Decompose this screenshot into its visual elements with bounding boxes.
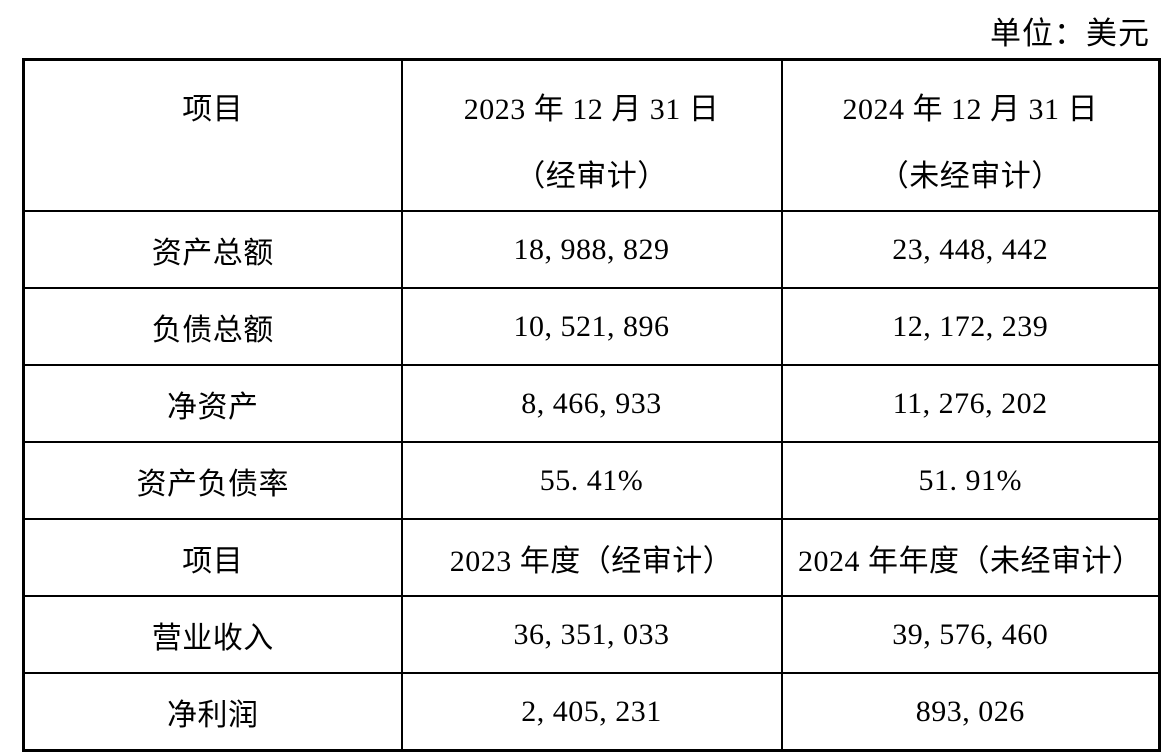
table-header-row: 项目 2023 年 12 月 31 日 （经审计） 2024 年 12 月 31…: [22, 58, 1161, 212]
header-2024-date: 2024 年 12 月 31 日: [842, 93, 1098, 126]
table-row-total-assets: 资产总额 18, 988, 829 23, 448, 442: [22, 210, 1161, 289]
row-value-2024: 39, 576, 460: [780, 595, 1161, 674]
table-row-operating-revenue: 营业收入 36, 351, 033 39, 576, 460: [22, 595, 1161, 674]
financial-summary-table: 项目 2023 年 12 月 31 日 （经审计） 2024 年 12 月 31…: [22, 58, 1161, 752]
row-label: 净资产: [22, 364, 403, 443]
row-value-2023: 10, 521, 896: [400, 287, 783, 366]
row-value-2024: 23, 448, 442: [780, 210, 1161, 289]
table-row-total-liabilities: 负债总额 10, 521, 896 12, 172, 239: [22, 287, 1161, 366]
row-value-2023: 2, 405, 231: [400, 672, 783, 752]
row-label: 净利润: [22, 672, 403, 752]
table-row-period-header: 项目 2023 年度（经审计） 2024 年年度（未经审计）: [22, 518, 1161, 597]
header-item-label: 项目: [182, 93, 244, 126]
table-row-debt-ratio: 资产负债率 55. 41% 51. 91%: [22, 441, 1161, 520]
row-value-2023: 2023 年度（经审计）: [400, 518, 783, 597]
table-row-net-profit: 净利润 2, 405, 231 893, 026: [22, 672, 1161, 752]
header-2024-unaudited: （未经审计）: [878, 160, 1062, 193]
table-row-net-assets: 净资产 8, 466, 933 11, 276, 202: [22, 364, 1161, 443]
header-2023-date: 2023 年 12 月 31 日: [463, 93, 720, 126]
row-value-2024: 51. 91%: [780, 441, 1161, 520]
row-value-2023: 55. 41%: [400, 441, 783, 520]
header-cell-item: 项目: [22, 58, 403, 212]
row-value-2024: 893, 026: [780, 672, 1161, 752]
header-cell-2023: 2023 年 12 月 31 日 （经审计）: [400, 58, 783, 212]
row-label: 营业收入: [22, 595, 403, 674]
row-value-2023: 18, 988, 829: [400, 210, 783, 289]
row-value-2023: 36, 351, 033: [400, 595, 783, 674]
row-value-2023: 8, 466, 933: [400, 364, 783, 443]
row-value-2024: 12, 172, 239: [780, 287, 1161, 366]
row-label: 资产总额: [22, 210, 403, 289]
row-value-2024: 11, 276, 202: [780, 364, 1161, 443]
header-2023-audited: （经审计）: [515, 160, 668, 193]
header-cell-2024: 2024 年 12 月 31 日 （未经审计）: [780, 58, 1161, 212]
unit-label: 单位：美元: [990, 16, 1150, 51]
row-label: 项目: [22, 518, 403, 597]
row-label: 负债总额: [22, 287, 403, 366]
row-value-2024: 2024 年年度（未经审计）: [780, 518, 1161, 597]
row-label: 资产负债率: [22, 441, 403, 520]
